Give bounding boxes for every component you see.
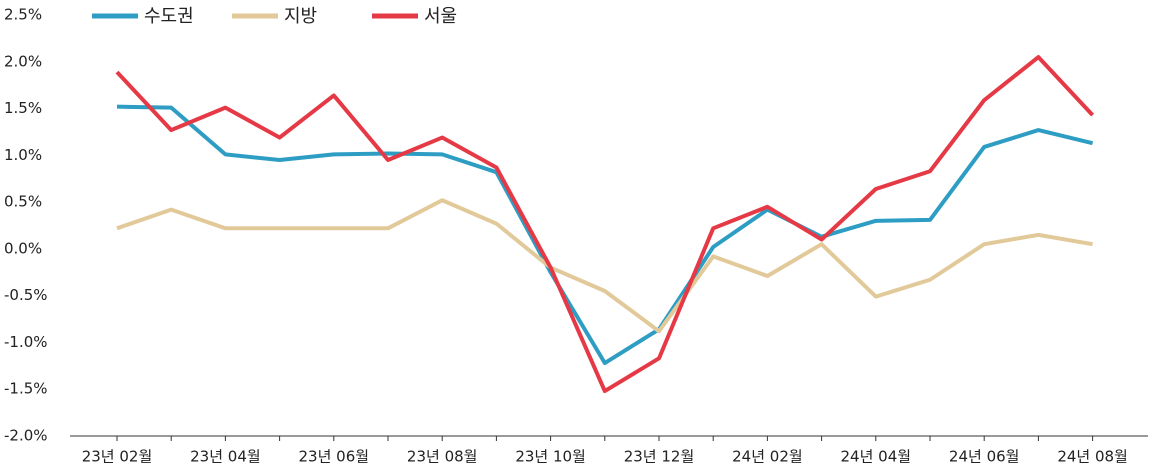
- x-tick-label: 23년 08월: [407, 448, 478, 466]
- y-tick-label: 0.5%: [4, 193, 42, 211]
- x-tick-label: 23년 12월: [624, 448, 695, 466]
- legend-label: 수도권: [144, 6, 194, 27]
- y-tick-label: -1.5%: [4, 380, 48, 398]
- x-tick-label: 24년 02월: [732, 448, 803, 466]
- y-tick-label: 2.0%: [4, 52, 42, 70]
- x-tick-label: 23년 06월: [299, 448, 370, 466]
- y-tick-label: 2.5%: [4, 6, 42, 24]
- y-tick-label: 1.5%: [4, 99, 42, 117]
- legend-label: 서울: [424, 6, 457, 27]
- y-tick-label: -0.5%: [4, 286, 48, 304]
- x-tick-label: 24년 06월: [949, 448, 1020, 466]
- x-tick-label: 23년 04월: [190, 448, 261, 466]
- legend: 수도권 지방 서울: [92, 6, 457, 27]
- x-tick-label: 24년 04월: [841, 448, 912, 466]
- y-tick-label: -1.0%: [4, 333, 48, 351]
- x-tick-label: 24년 08월: [1057, 448, 1128, 466]
- y-tick-label: -2.0%: [4, 427, 48, 445]
- y-tick-label: 0.0%: [4, 239, 42, 257]
- y-tick-label: 1.0%: [4, 146, 42, 164]
- x-tick-label: 23년 02월: [82, 448, 153, 466]
- series-line: [115, 55, 1095, 394]
- series-line: [116, 104, 1094, 366]
- legend-label: 지방: [284, 6, 317, 27]
- series-line: [116, 198, 1093, 334]
- x-tick-label: 23년 10월: [515, 448, 586, 466]
